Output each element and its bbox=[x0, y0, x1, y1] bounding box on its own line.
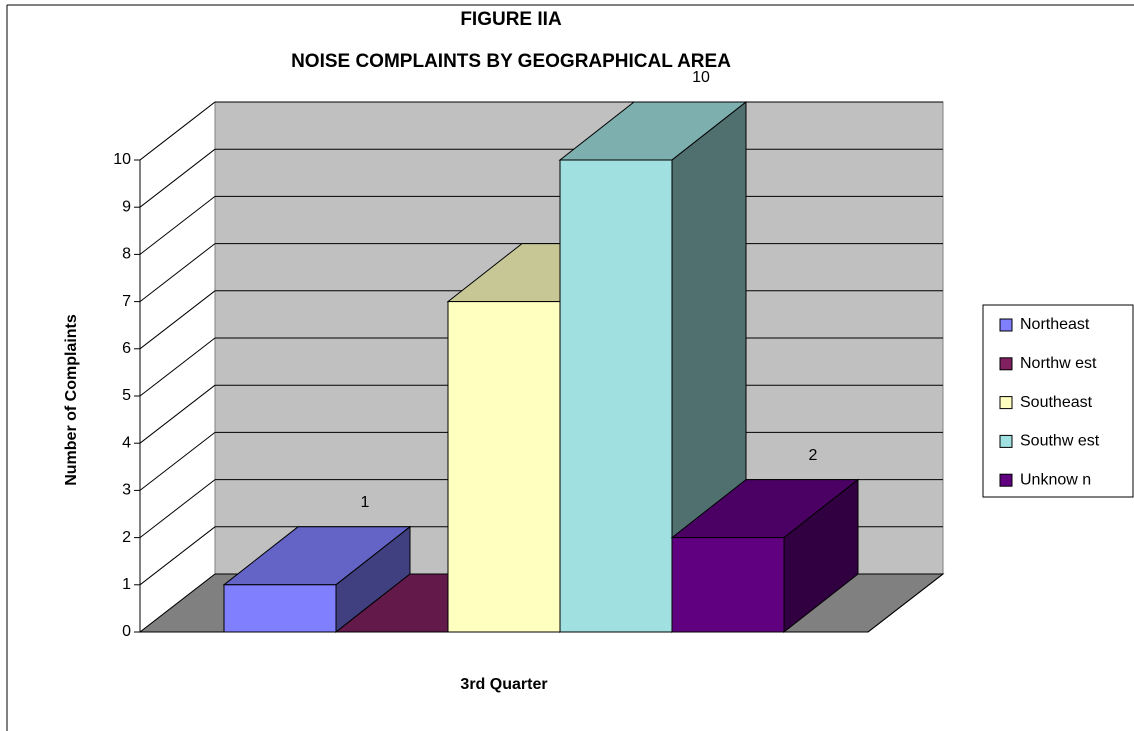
legend-label: Unknow n bbox=[1020, 471, 1091, 488]
x-tick-label: 3rd Quarter bbox=[460, 676, 547, 693]
chart-title: FIGURE IIA bbox=[460, 9, 562, 30]
side-grid-line bbox=[139, 337, 216, 397]
y-tick-label: 5 bbox=[122, 387, 131, 404]
legend-label: Southeast bbox=[1020, 394, 1093, 411]
side-grid-line bbox=[139, 101, 216, 161]
y-tick-label: 7 bbox=[122, 293, 131, 310]
legend-swatch bbox=[999, 318, 1013, 332]
side-grid-line bbox=[139, 526, 216, 586]
data-label: 1 bbox=[361, 494, 370, 511]
y-tick-label: 0 bbox=[122, 623, 131, 640]
side-grid-line bbox=[139, 384, 216, 444]
bar bbox=[671, 537, 785, 633]
side-grid-line bbox=[139, 573, 216, 633]
legend-swatch bbox=[999, 434, 1013, 448]
legend-label: Southw est bbox=[1020, 433, 1100, 450]
floor-edge bbox=[867, 573, 944, 633]
bar bbox=[559, 159, 673, 633]
bar bbox=[223, 584, 337, 633]
data-label: 2 bbox=[809, 447, 818, 464]
side-grid-line bbox=[139, 243, 216, 302]
legend-swatch bbox=[999, 357, 1013, 371]
side-grid-line bbox=[139, 196, 216, 255]
data-label: 10 bbox=[692, 69, 710, 86]
y-axis-label: Number of Complaints bbox=[63, 314, 80, 486]
legend-swatch bbox=[999, 396, 1013, 410]
side-grid-line bbox=[139, 290, 216, 350]
y-tick-label: 3 bbox=[122, 482, 131, 499]
legend-label: Northw est bbox=[1020, 355, 1097, 372]
y-tick-label: 9 bbox=[122, 198, 131, 215]
y-tick-label: 10 bbox=[113, 151, 131, 168]
y-tick-label: 8 bbox=[122, 246, 131, 263]
side-grid-line bbox=[139, 148, 216, 208]
bar bbox=[447, 301, 561, 633]
side-grid-line bbox=[139, 432, 216, 491]
y-tick-label: 2 bbox=[122, 529, 131, 546]
y-tick-label: 4 bbox=[122, 434, 131, 451]
legend-swatch bbox=[999, 473, 1013, 487]
y-tick-label: 6 bbox=[122, 340, 131, 357]
y-tick-label: 1 bbox=[122, 576, 131, 593]
legend-label: Northeast bbox=[1020, 316, 1090, 333]
side-grid-line bbox=[139, 479, 216, 538]
chart-subtitle: NOISE COMPLAINTS BY GEOGRAPHICAL AREA bbox=[291, 51, 731, 72]
